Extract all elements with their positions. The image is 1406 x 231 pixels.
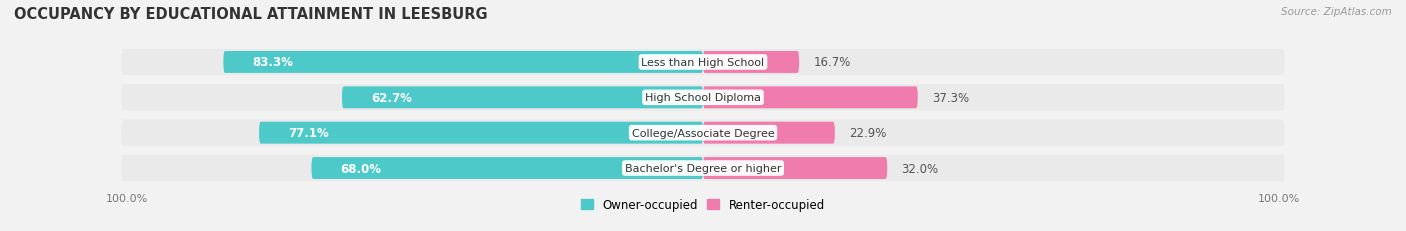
Text: College/Associate Degree: College/Associate Degree <box>631 128 775 138</box>
FancyBboxPatch shape <box>703 122 835 144</box>
FancyBboxPatch shape <box>121 155 1285 181</box>
Text: Less than High School: Less than High School <box>641 58 765 68</box>
FancyBboxPatch shape <box>312 157 703 179</box>
FancyBboxPatch shape <box>121 50 1285 76</box>
Text: 16.7%: 16.7% <box>814 56 851 69</box>
FancyBboxPatch shape <box>703 52 799 74</box>
Text: 37.3%: 37.3% <box>932 91 969 104</box>
Text: High School Diploma: High School Diploma <box>645 93 761 103</box>
FancyBboxPatch shape <box>121 85 1285 111</box>
FancyBboxPatch shape <box>703 87 918 109</box>
Text: OCCUPANCY BY EDUCATIONAL ATTAINMENT IN LEESBURG: OCCUPANCY BY EDUCATIONAL ATTAINMENT IN L… <box>14 7 488 22</box>
FancyBboxPatch shape <box>224 52 703 74</box>
Text: 77.1%: 77.1% <box>288 127 329 140</box>
Legend: Owner-occupied, Renter-occupied: Owner-occupied, Renter-occupied <box>576 194 830 216</box>
FancyBboxPatch shape <box>342 87 703 109</box>
Text: 83.3%: 83.3% <box>252 56 292 69</box>
FancyBboxPatch shape <box>703 157 887 179</box>
FancyBboxPatch shape <box>121 120 1285 146</box>
Text: Bachelor's Degree or higher: Bachelor's Degree or higher <box>624 163 782 173</box>
FancyBboxPatch shape <box>259 122 703 144</box>
Text: 22.9%: 22.9% <box>849 127 887 140</box>
Text: 68.0%: 68.0% <box>340 162 381 175</box>
Text: Source: ZipAtlas.com: Source: ZipAtlas.com <box>1281 7 1392 17</box>
Text: 62.7%: 62.7% <box>371 91 412 104</box>
Text: 32.0%: 32.0% <box>901 162 939 175</box>
